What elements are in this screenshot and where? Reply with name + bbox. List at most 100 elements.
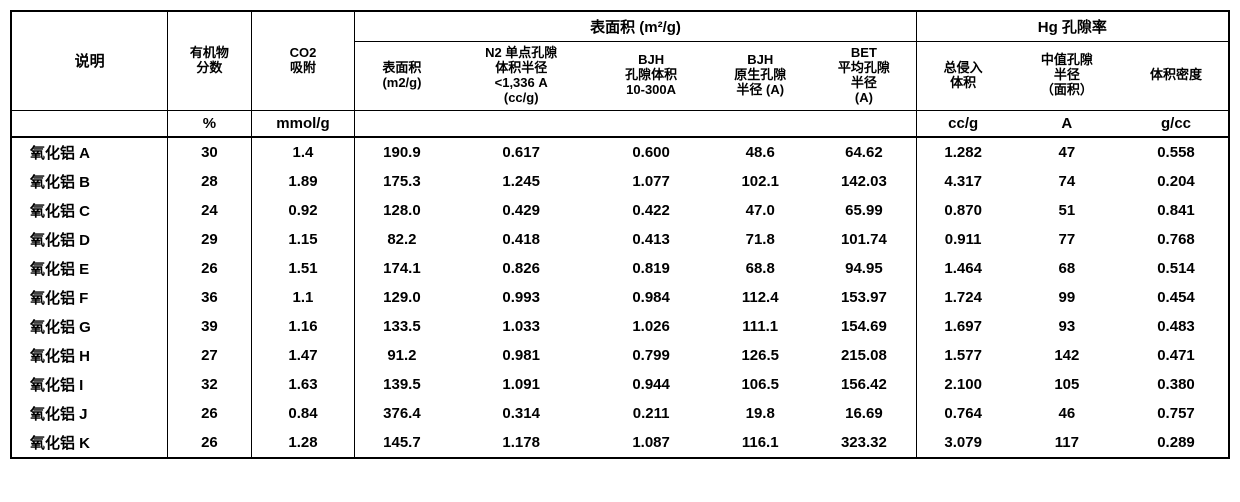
cell-bjhr: 111.1 (708, 312, 812, 341)
cell-hgb: 0.514 (1124, 254, 1228, 283)
header-bjh-vol: BJH孔隙体积10-300A (594, 42, 708, 111)
cell-hgb: 0.483 (1124, 312, 1228, 341)
cell-sa: 128.0 (355, 196, 449, 225)
cell-hgb: 0.471 (1124, 341, 1228, 370)
cell-bjhr: 102.1 (708, 167, 812, 196)
cell-co2: 1.16 (251, 312, 355, 341)
cell-n2: 0.418 (448, 225, 593, 254)
cell-desc: 氧化铝 J (12, 399, 168, 428)
cell-bjhr: 19.8 (708, 399, 812, 428)
cell-n2: 0.617 (448, 137, 593, 167)
table-row: 氧化铝 J260.84376.40.3140.21119.816.690.764… (12, 399, 1228, 428)
cell-hgm: 117 (1010, 428, 1124, 457)
data-table: 说明 有机物分数 CO2吸附 表面积 (m²/g) Hg 孔隙率 表面积(m2/… (12, 12, 1228, 457)
cell-desc: 氧化铝 K (12, 428, 168, 457)
unit-desc (12, 110, 168, 137)
table-row: 氧化铝 D291.1582.20.4180.41371.8101.740.911… (12, 225, 1228, 254)
cell-bjhr: 48.6 (708, 137, 812, 167)
unit-bet (812, 110, 916, 137)
cell-bet: 142.03 (812, 167, 916, 196)
cell-sa: 133.5 (355, 312, 449, 341)
cell-n2: 1.245 (448, 167, 593, 196)
cell-co2: 1.4 (251, 137, 355, 167)
cell-desc: 氧化铝 H (12, 341, 168, 370)
cell-co2: 1.15 (251, 225, 355, 254)
cell-bjhr: 106.5 (708, 370, 812, 399)
unit-n2 (448, 110, 593, 137)
cell-desc: 氧化铝 G (12, 312, 168, 341)
cell-hgm: 47 (1010, 137, 1124, 167)
cell-hgm: 46 (1010, 399, 1124, 428)
cell-hgm: 105 (1010, 370, 1124, 399)
cell-hgi: 1.577 (916, 341, 1010, 370)
header-organic: 有机物分数 (168, 12, 251, 110)
material-properties-table: 说明 有机物分数 CO2吸附 表面积 (m²/g) Hg 孔隙率 表面积(m2/… (10, 10, 1230, 459)
cell-hgm: 74 (1010, 167, 1124, 196)
cell-bjhv: 0.211 (594, 399, 708, 428)
table-row: 氧化铝 E261.51174.10.8260.81968.894.951.464… (12, 254, 1228, 283)
cell-hgi: 1.697 (916, 312, 1010, 341)
cell-n2: 1.091 (448, 370, 593, 399)
cell-n2: 0.993 (448, 283, 593, 312)
cell-bet: 156.42 (812, 370, 916, 399)
cell-co2: 1.63 (251, 370, 355, 399)
cell-desc: 氧化铝 D (12, 225, 168, 254)
header-bjh-rad: BJH原生孔隙半径 (A) (708, 42, 812, 111)
cell-hgm: 68 (1010, 254, 1124, 283)
cell-hgb: 0.841 (1124, 196, 1228, 225)
cell-hgb: 0.289 (1124, 428, 1228, 457)
header-surface-group: 表面积 (m²/g) (355, 12, 916, 42)
cell-n2: 0.314 (448, 399, 593, 428)
cell-bjhv: 0.944 (594, 370, 708, 399)
cell-bjhr: 116.1 (708, 428, 812, 457)
cell-hgi: 1.464 (916, 254, 1010, 283)
unit-bjhr (708, 110, 812, 137)
cell-co2: 1.47 (251, 341, 355, 370)
cell-hgm: 51 (1010, 196, 1124, 225)
cell-bet: 323.32 (812, 428, 916, 457)
cell-desc: 氧化铝 I (12, 370, 168, 399)
header-hg-bulk: 体积密度 (1124, 42, 1228, 111)
header-n2: N2 单点孔隙体积半径<1,336 A(cc/g) (448, 42, 593, 111)
table-row: 氧化铝 K261.28145.71.1781.087116.1323.323.0… (12, 428, 1228, 457)
cell-hgm: 93 (1010, 312, 1124, 341)
cell-org: 26 (168, 399, 251, 428)
cell-sa: 145.7 (355, 428, 449, 457)
cell-sa: 91.2 (355, 341, 449, 370)
cell-bet: 16.69 (812, 399, 916, 428)
header-co2: CO2吸附 (251, 12, 355, 110)
cell-desc: 氧化铝 E (12, 254, 168, 283)
cell-hgb: 0.380 (1124, 370, 1228, 399)
cell-desc: 氧化铝 C (12, 196, 168, 225)
cell-bet: 101.74 (812, 225, 916, 254)
cell-bjhv: 0.819 (594, 254, 708, 283)
unit-sa (355, 110, 449, 137)
cell-bjhv: 0.413 (594, 225, 708, 254)
cell-bet: 65.99 (812, 196, 916, 225)
cell-hgb: 0.768 (1124, 225, 1228, 254)
cell-bet: 64.62 (812, 137, 916, 167)
cell-n2: 1.033 (448, 312, 593, 341)
table-row: 氧化铝 F361.1129.00.9930.984112.4153.971.72… (12, 283, 1228, 312)
cell-hgb: 0.454 (1124, 283, 1228, 312)
cell-org: 26 (168, 428, 251, 457)
cell-bjhv: 1.077 (594, 167, 708, 196)
cell-bjhv: 0.799 (594, 341, 708, 370)
cell-bjhr: 68.8 (708, 254, 812, 283)
cell-org: 29 (168, 225, 251, 254)
cell-hgm: 77 (1010, 225, 1124, 254)
header-hg-group: Hg 孔隙率 (916, 12, 1228, 42)
header-hg-intrusion: 总侵入体积 (916, 42, 1010, 111)
unit-hgi: cc/g (916, 110, 1010, 137)
cell-hgb: 0.757 (1124, 399, 1228, 428)
cell-org: 39 (168, 312, 251, 341)
cell-sa: 175.3 (355, 167, 449, 196)
cell-bet: 94.95 (812, 254, 916, 283)
cell-org: 28 (168, 167, 251, 196)
unit-co2: mmol/g (251, 110, 355, 137)
cell-hgb: 0.558 (1124, 137, 1228, 167)
table-header: 说明 有机物分数 CO2吸附 表面积 (m²/g) Hg 孔隙率 表面积(m2/… (12, 12, 1228, 137)
cell-org: 26 (168, 254, 251, 283)
unit-bjhv (594, 110, 708, 137)
cell-sa: 190.9 (355, 137, 449, 167)
